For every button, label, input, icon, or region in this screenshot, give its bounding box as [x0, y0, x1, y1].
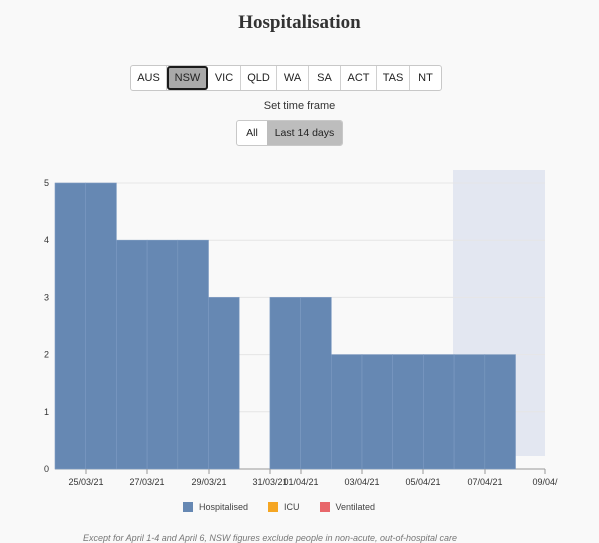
x-tick-label: 31/03/21	[252, 477, 287, 487]
bar-hospitalised	[453, 354, 486, 470]
bar-hospitalised	[392, 354, 424, 470]
bar-hospitalised	[361, 354, 394, 470]
bar-hospitalised	[484, 354, 516, 470]
bar-hospitalised	[146, 239, 179, 470]
x-tick-label: 07/04/21	[467, 477, 502, 487]
state-button-aus[interactable]: AUS	[131, 66, 167, 90]
time-frame-option-all[interactable]: All	[246, 127, 258, 139]
y-tick-label: 5	[44, 178, 49, 188]
legend-item-ventilated[interactable]: Ventilated	[319, 502, 376, 512]
time-frame-option-last-14-days[interactable]: Last 14 days	[267, 121, 342, 145]
state-button-sa[interactable]: SA	[309, 66, 341, 90]
legend-item-hospitalised[interactable]: Hospitalised	[183, 502, 248, 512]
y-tick-label: 1	[44, 407, 49, 417]
x-tick-label: 25/03/21	[68, 477, 103, 487]
state-button-nsw[interactable]: NSW	[167, 66, 208, 90]
x-tick-label: 27/03/21	[129, 477, 164, 487]
y-tick-label: 0	[44, 464, 49, 474]
legend-swatch	[183, 502, 193, 512]
bar-hospitalised	[330, 354, 363, 470]
y-tick-label: 4	[44, 235, 49, 245]
legend-label: ICU	[284, 502, 300, 512]
bar-hospitalised	[269, 297, 301, 470]
x-tick-label: 01/04/21	[283, 477, 318, 487]
bar-hospitalised	[208, 297, 240, 470]
x-tick-label: 03/04/21	[344, 477, 379, 487]
state-button-qld[interactable]: QLD	[241, 66, 277, 90]
chart-footnote: Except for April 1-4 and April 6, NSW fi…	[83, 533, 458, 543]
legend-swatch	[268, 502, 279, 512]
x-tick-label: 09/04/	[532, 477, 558, 487]
hospitalisation-chart: 0 1 2 3 4 5 25/03/21 27/03/21 29/03/21 31/03/2101…	[44, 170, 558, 487]
y-tick-label: 2	[44, 350, 49, 360]
bar-hospitalised	[54, 182, 87, 470]
state-button-act[interactable]: ACT	[341, 66, 377, 90]
time-frame-label: Set time frame	[263, 100, 336, 112]
state-button-tas[interactable]: TAS	[377, 66, 410, 90]
x-tick-label: 05/04/21	[405, 477, 440, 487]
legend-label: Ventilated	[335, 502, 376, 512]
legend-item-icu[interactable]: ICU	[268, 502, 300, 512]
bar-hospitalised	[423, 354, 455, 470]
chart-legend: Hospitalised ICU Ventilated	[183, 502, 395, 512]
y-tick-label: 3	[44, 292, 49, 302]
legend-swatch	[319, 502, 330, 512]
bar-hospitalised	[85, 182, 117, 470]
state-button-vic[interactable]: VIC	[208, 66, 241, 90]
time-frame-selector: All Last 14 days	[236, 120, 343, 146]
legend-label: Hospitalised	[199, 502, 249, 512]
page-title: Hospitalisation	[238, 12, 361, 33]
state-button-wa[interactable]: WA	[277, 66, 309, 90]
bar-hospitalised	[116, 239, 148, 470]
bar-hospitalised	[300, 297, 332, 470]
state-button-nt[interactable]: NT	[418, 72, 433, 84]
bar-hospitalised	[177, 239, 209, 470]
x-tick-label: 29/03/21	[191, 477, 226, 487]
state-selector: AUS NSW VIC QLD WA SA ACT TAS NT	[130, 65, 442, 91]
